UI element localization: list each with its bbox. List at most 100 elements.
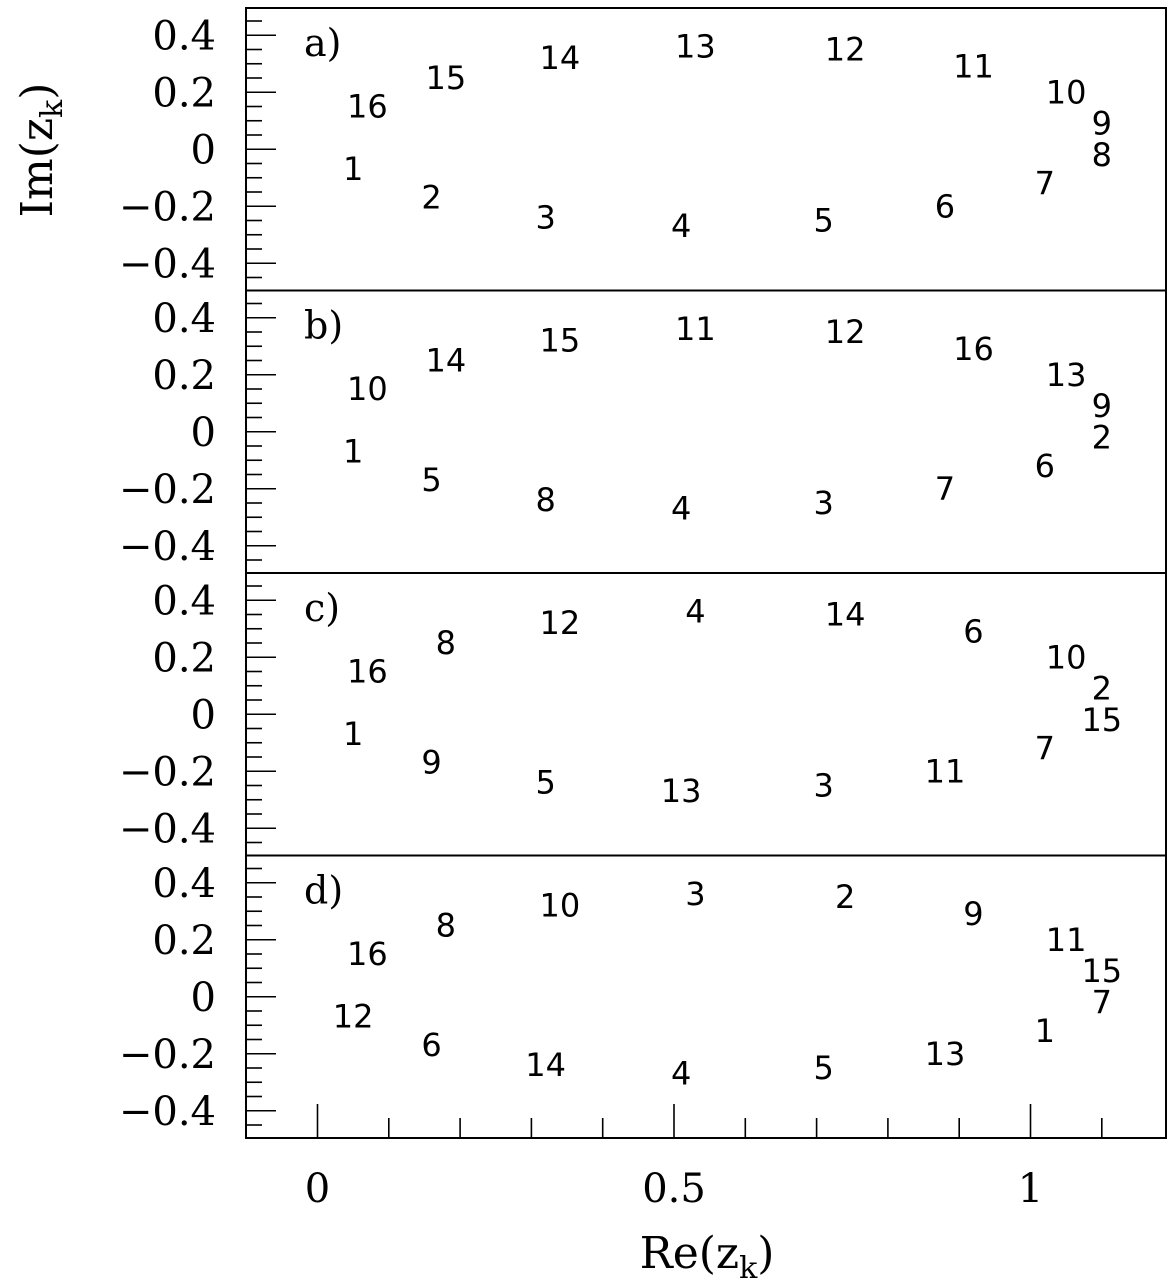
point-label: 10 — [540, 887, 581, 925]
point-label: 8 — [1092, 136, 1112, 174]
point-label: 9 — [963, 895, 983, 933]
point-label: 1 — [343, 715, 363, 753]
point-label: 9 — [421, 744, 441, 782]
point-label: 16 — [953, 330, 994, 368]
y-axis-label: Im(zk) — [12, 83, 70, 218]
point-label: 11 — [953, 48, 994, 86]
point-label: 16 — [347, 935, 388, 973]
point-label: 15 — [540, 322, 581, 360]
y-tick-label: −0.2 — [119, 467, 216, 513]
point-label: 2 — [421, 179, 441, 217]
point-label: 14 — [825, 596, 866, 634]
point-label: 7 — [1035, 729, 1055, 767]
point-label: 4 — [671, 207, 691, 245]
point-label: 7 — [935, 470, 955, 508]
point-label: 8 — [535, 481, 555, 519]
point-label: 6 — [1035, 447, 1055, 485]
point-label: 15 — [1081, 952, 1122, 990]
y-tick-label: 0.2 — [152, 635, 216, 681]
y-tick-label: 0 — [191, 975, 216, 1021]
point-label: 12 — [333, 998, 374, 1036]
y-tick-label: −0.4 — [119, 806, 216, 852]
y-tick-label: 0 — [191, 410, 216, 456]
point-label: 8 — [436, 907, 456, 945]
y-tick-label: −0.2 — [119, 1032, 216, 1078]
point-label: 5 — [535, 764, 555, 802]
point-label: 2 — [835, 878, 855, 916]
panel-label: a) — [304, 21, 341, 65]
y-tick-label: 0.2 — [152, 918, 216, 964]
y-tick-label: −0.2 — [119, 749, 216, 795]
point-label: 1 — [1035, 1012, 1055, 1050]
point-label: 12 — [540, 604, 581, 642]
y-tick-label: −0.4 — [119, 524, 216, 570]
panel-label: c) — [304, 586, 340, 630]
x-axis-label: Re(zk) — [640, 1228, 775, 1286]
point-label: 6 — [935, 187, 955, 225]
point-label: 12 — [825, 31, 866, 69]
point-label: 5 — [814, 1049, 834, 1087]
y-tick-label: 0 — [191, 692, 216, 738]
y-tick-label: 0.2 — [152, 353, 216, 399]
point-label: 15 — [425, 59, 466, 97]
point-label: 5 — [814, 202, 834, 240]
point-label: 12 — [825, 313, 866, 351]
point-label: 10 — [1046, 638, 1087, 676]
point-label: 9 — [1092, 105, 1112, 143]
point-label: 13 — [675, 28, 716, 66]
y-tick-label: 0 — [191, 127, 216, 173]
point-label: 3 — [685, 875, 705, 913]
point-label: 5 — [421, 461, 441, 499]
y-tick-label: 0.4 — [152, 296, 216, 342]
y-tick-label: 0.4 — [152, 578, 216, 624]
x-tick-label: 0 — [305, 1166, 330, 1212]
point-label: 7 — [1092, 983, 1112, 1021]
point-label: 16 — [347, 88, 388, 126]
point-label: 6 — [421, 1026, 441, 1064]
point-label: 2 — [1092, 670, 1112, 708]
y-tick-label: 0.4 — [152, 861, 216, 907]
point-label: 9 — [1092, 387, 1112, 425]
y-tick-label: −0.2 — [119, 184, 216, 230]
y-axis-label-subscript: k — [35, 99, 70, 118]
y-tick-label: −0.4 — [119, 1089, 216, 1135]
point-label: 13 — [661, 772, 702, 810]
point-label: 13 — [925, 1035, 966, 1073]
y-tick-label: 0.2 — [152, 70, 216, 116]
point-label: 16 — [347, 653, 388, 691]
point-label: 6 — [963, 613, 983, 651]
point-label: 1 — [343, 433, 363, 471]
point-label: 3 — [814, 484, 834, 522]
point-label: 11 — [925, 752, 966, 790]
point-label: 11 — [675, 310, 716, 348]
point-label: 13 — [1046, 356, 1087, 394]
point-label: 10 — [347, 370, 388, 408]
point-label: 2 — [1092, 418, 1112, 456]
point-label: 3 — [535, 199, 555, 237]
x-tick-label: 1 — [1018, 1166, 1043, 1212]
panel-label: d) — [304, 869, 343, 913]
x-axis-label-subscript: k — [739, 1251, 758, 1286]
point-label: 8 — [436, 624, 456, 662]
point-label: 1 — [343, 150, 363, 188]
point-label: 3 — [814, 767, 834, 805]
panel-label: b) — [304, 304, 343, 348]
point-label: 11 — [1046, 921, 1087, 959]
point-label: 4 — [671, 1055, 691, 1093]
y-tick-label: −0.4 — [119, 241, 216, 287]
point-label: 15 — [1081, 701, 1122, 739]
point-label: 14 — [540, 39, 581, 77]
point-label: 7 — [1035, 164, 1055, 202]
point-label: 4 — [685, 593, 705, 631]
point-label: 14 — [425, 342, 466, 380]
panels: 0.40.20−0.2−0.4a)123 4 5 678910111213141516… — [119, 7, 1167, 1139]
y-tick-label: 0.4 — [152, 13, 216, 59]
point-label: 14 — [525, 1046, 566, 1084]
point-label: 10 — [1046, 73, 1087, 111]
x-tick-label: 0.5 — [642, 1166, 706, 1212]
